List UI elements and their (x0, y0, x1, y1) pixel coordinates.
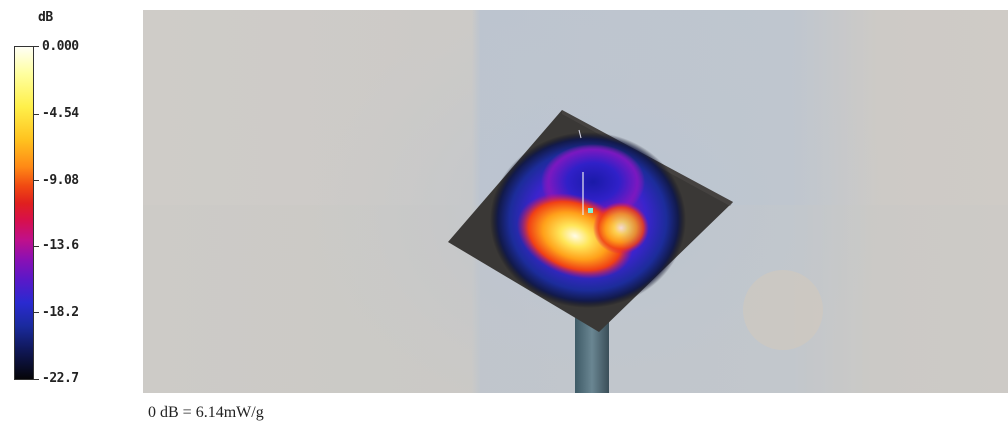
tick-label-1: -4.54 (42, 106, 79, 121)
measurement-photo (143, 10, 1008, 393)
probe-marker (588, 208, 593, 213)
photo-illustration (143, 10, 1008, 393)
tick-mark (34, 312, 39, 313)
reference-caption: 0 dB = 6.14mW/g (148, 404, 264, 421)
tick-label-4: -18.2 (42, 305, 79, 320)
tick-label-0: 0.000 (42, 39, 79, 54)
tick-mark (34, 379, 39, 380)
tick-label-3: -13.6 (42, 238, 79, 253)
color-scale-bar (14, 46, 34, 380)
tick-mark (34, 114, 39, 115)
tick-mark (34, 246, 39, 247)
legend-unit-label: dB (38, 10, 53, 25)
tick-mark (34, 46, 39, 47)
tick-label-5: -22.7 (42, 371, 79, 386)
tick-label-2: -9.08 (42, 173, 79, 188)
tick-mark (34, 180, 39, 181)
